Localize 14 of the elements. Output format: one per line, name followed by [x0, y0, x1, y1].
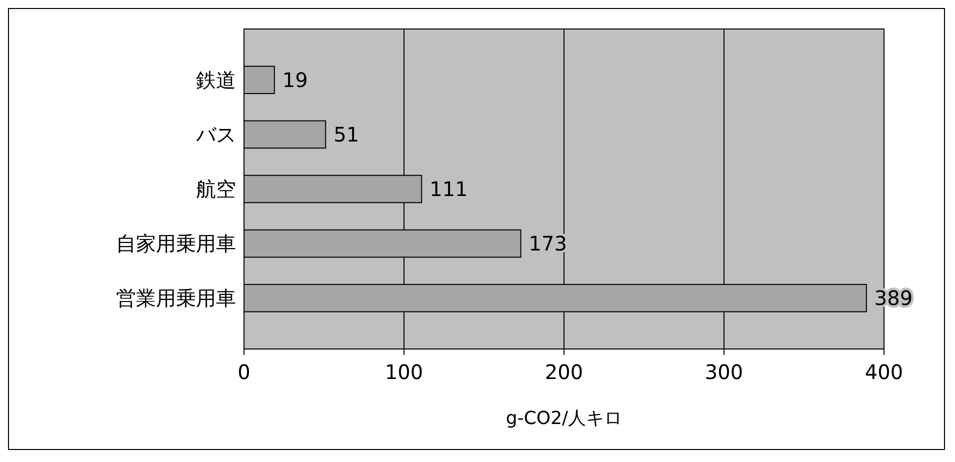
y-tick-label: 鉄道	[196, 68, 236, 92]
x-tick-label: 200	[544, 360, 584, 384]
y-tick-label: 自家用乗用車	[116, 232, 236, 256]
x-axis-title: g-CO2/人キロ	[506, 408, 622, 429]
x-tick-label: 400	[864, 360, 904, 384]
y-tick-label: 営業用乗用車	[116, 286, 236, 310]
y-tick-label: 航空	[196, 177, 236, 201]
x-tick-label: 300	[704, 360, 744, 384]
x-tick-label: 0	[238, 360, 250, 384]
data-label: 111	[430, 177, 468, 201]
x-tick-label: 100	[384, 360, 424, 384]
y-tick-label: バス	[195, 122, 236, 146]
data-label: 51	[334, 122, 360, 146]
data-label: 19	[282, 68, 308, 92]
